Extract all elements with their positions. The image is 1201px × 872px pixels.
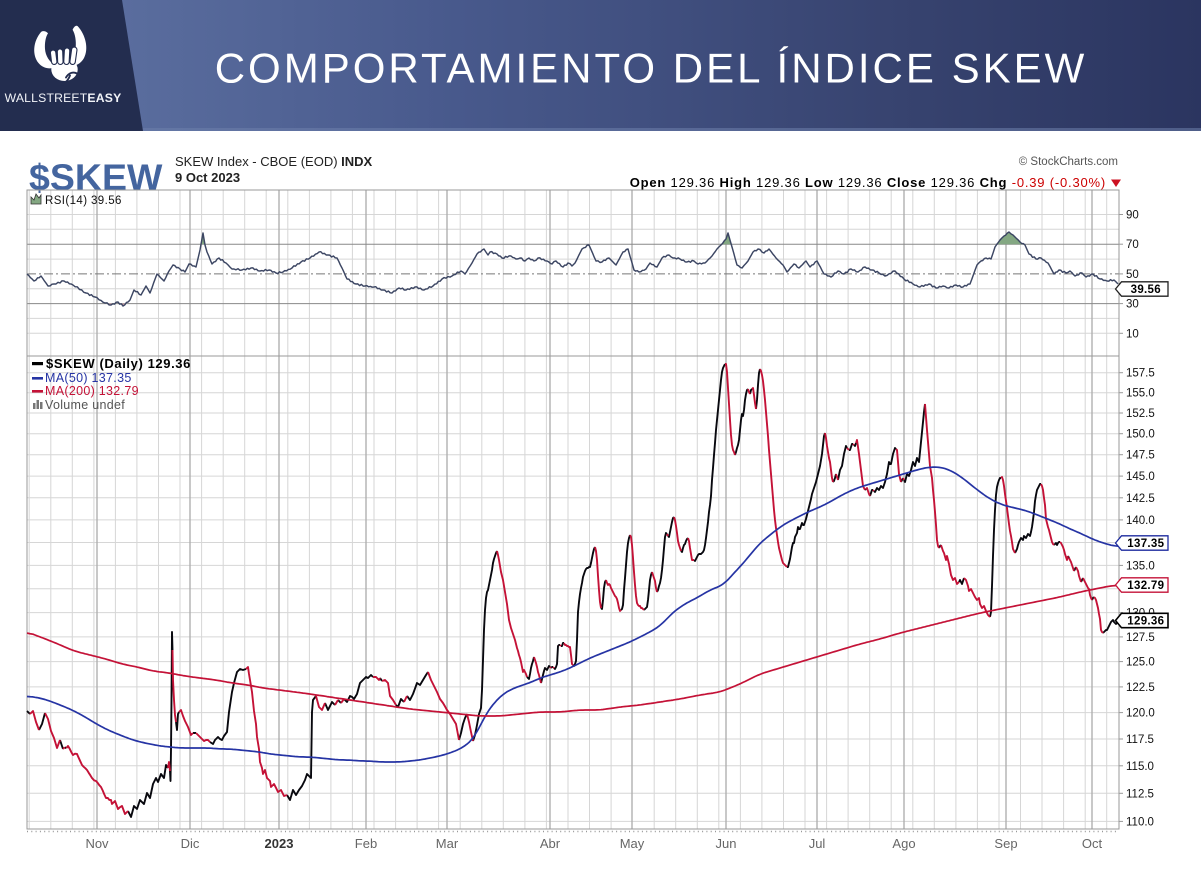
svg-text:Volume undef: Volume undef xyxy=(45,398,125,412)
svg-text:Feb: Feb xyxy=(355,836,377,851)
svg-text:120.0: 120.0 xyxy=(1126,708,1155,720)
svg-text:142.5: 142.5 xyxy=(1126,493,1155,505)
svg-text:129.36: 129.36 xyxy=(1127,616,1164,628)
svg-text:WALLSTREETEASY: WALLSTREETEASY xyxy=(5,91,122,105)
svg-text:117.5: 117.5 xyxy=(1126,734,1154,746)
svg-text:30: 30 xyxy=(1126,299,1139,311)
svg-text:May: May xyxy=(620,836,645,851)
svg-text:Ago: Ago xyxy=(892,836,915,851)
svg-text:RSI(14) 39.56: RSI(14) 39.56 xyxy=(45,195,122,207)
svg-text:125.0: 125.0 xyxy=(1126,657,1155,669)
svg-text:MA(200) 132.79: MA(200) 132.79 xyxy=(45,384,139,398)
svg-text:Mar: Mar xyxy=(436,836,459,851)
svg-text:Abr: Abr xyxy=(540,836,561,851)
svg-text:$SKEW: $SKEW xyxy=(29,156,163,198)
svg-text:Sep: Sep xyxy=(994,836,1017,851)
svg-text:135.0: 135.0 xyxy=(1126,560,1155,572)
svg-text:115.0: 115.0 xyxy=(1126,761,1154,773)
svg-text:Dic: Dic xyxy=(181,836,200,851)
svg-text:112.5: 112.5 xyxy=(1126,788,1154,800)
svg-text:Jul: Jul xyxy=(809,836,826,851)
svg-text:50: 50 xyxy=(1126,269,1139,281)
svg-text:155.0: 155.0 xyxy=(1126,388,1155,400)
svg-text:152.5: 152.5 xyxy=(1126,408,1155,420)
svg-text:Oct: Oct xyxy=(1082,836,1103,851)
svg-text:140.0: 140.0 xyxy=(1126,515,1155,527)
svg-text:Jun: Jun xyxy=(716,836,737,851)
svg-text:150.0: 150.0 xyxy=(1126,429,1155,441)
svg-text:SKEW Index - CBOE (EOD) INDX: SKEW Index - CBOE (EOD) INDX xyxy=(175,154,373,169)
svg-text:70: 70 xyxy=(1126,239,1139,251)
svg-text:Open 129.36 High 129.36 Low 12: Open 129.36 High 129.36 Low 129.36 Close… xyxy=(630,175,1106,190)
svg-text:MA(50) 137.35: MA(50) 137.35 xyxy=(45,371,132,385)
svg-text:145.0: 145.0 xyxy=(1126,471,1155,483)
svg-text:10: 10 xyxy=(1126,328,1139,340)
svg-text:2023: 2023 xyxy=(265,836,294,851)
svg-text:COMPORTAMIENTO DEL ÍNDICE SKEW: COMPORTAMIENTO DEL ÍNDICE SKEW xyxy=(215,45,1088,92)
svg-text:$SKEW (Daily) 129.36: $SKEW (Daily) 129.36 xyxy=(46,356,191,371)
svg-text:90: 90 xyxy=(1126,210,1139,222)
svg-text:© StockCharts.com: © StockCharts.com xyxy=(1019,156,1118,168)
svg-text:137.35: 137.35 xyxy=(1127,538,1164,550)
svg-text:39.56: 39.56 xyxy=(1131,284,1161,296)
svg-text:9 Oct 2023: 9 Oct 2023 xyxy=(175,170,240,185)
svg-text:110.0: 110.0 xyxy=(1126,816,1154,828)
svg-text:127.5: 127.5 xyxy=(1126,632,1155,644)
svg-text:132.79: 132.79 xyxy=(1127,580,1164,592)
svg-text:Nov: Nov xyxy=(85,836,109,851)
svg-text:122.5: 122.5 xyxy=(1126,682,1155,694)
svg-text:157.5: 157.5 xyxy=(1126,368,1155,380)
svg-text:147.5: 147.5 xyxy=(1126,450,1155,462)
